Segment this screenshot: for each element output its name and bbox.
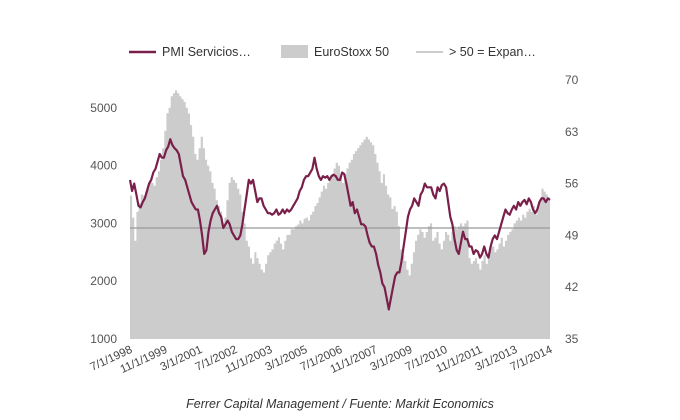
legend-label-pmi: PMI Servicios… bbox=[162, 45, 251, 59]
eurostoxx-area bbox=[130, 90, 550, 340]
legend: PMI Servicios… EuroStoxx 50 > 50 = Expan… bbox=[129, 45, 536, 59]
legend-label-eurostoxx: EuroStoxx 50 bbox=[314, 45, 389, 59]
right-axis: 35 42 49 56 63 70 bbox=[565, 73, 579, 346]
chart-caption: Ferrer Capital Management / Fuente: Mark… bbox=[186, 397, 494, 411]
right-axis-tick-label: 49 bbox=[565, 228, 579, 242]
legend-item-pmi[interactable]: PMI Servicios… bbox=[129, 45, 251, 59]
right-axis-tick-label: 70 bbox=[565, 73, 579, 87]
legend-swatch-eurostoxx bbox=[281, 45, 308, 58]
left-axis-tick-label: 4000 bbox=[90, 159, 117, 173]
legend-item-eurostoxx[interactable]: EuroStoxx 50 bbox=[281, 45, 389, 59]
pmi-line bbox=[128, 138, 551, 311]
left-axis-tick-label: 2000 bbox=[90, 274, 117, 288]
left-axis: 1000 2000 3000 4000 5000 bbox=[90, 101, 117, 346]
left-axis-tick-label: 3000 bbox=[90, 216, 117, 230]
right-axis-tick-label: 35 bbox=[565, 332, 579, 346]
legend-item-expansion-line[interactable]: > 50 = Expan… bbox=[416, 45, 536, 59]
x-axis: 7/1/199811/1/19993/1/20017/1/200211/1/20… bbox=[89, 344, 555, 376]
right-axis-tick-label: 42 bbox=[565, 280, 579, 294]
left-axis-tick-label: 1000 bbox=[90, 332, 117, 346]
legend-label-expansion-line: > 50 = Expan… bbox=[449, 45, 536, 59]
left-axis-tick-label: 5000 bbox=[90, 101, 117, 115]
right-axis-tick-label: 56 bbox=[565, 177, 579, 191]
right-axis-tick-label: 63 bbox=[565, 125, 579, 139]
plot-area bbox=[128, 90, 551, 340]
